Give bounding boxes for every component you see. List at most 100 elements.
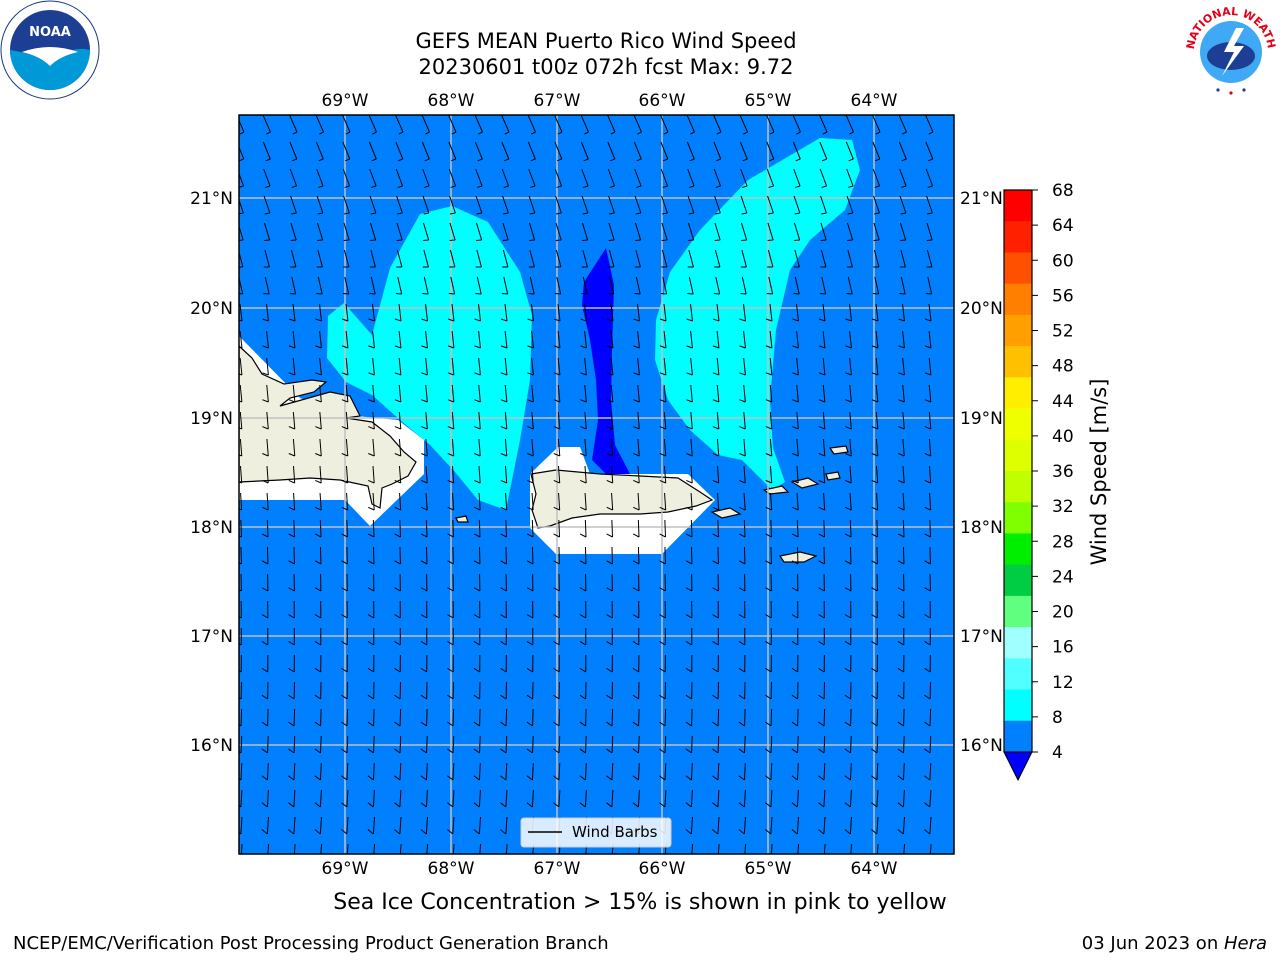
- wind-barb: [288, 681, 295, 700]
- wind-barb: [791, 519, 799, 538]
- wind-barb: [792, 303, 799, 322]
- colorbar-bin: [1004, 658, 1032, 691]
- wind-barb: [473, 654, 481, 673]
- wind-barb: [475, 168, 483, 188]
- wind-barb: [394, 303, 402, 322]
- wind-barb: [553, 303, 561, 322]
- wind-barb: [791, 816, 800, 835]
- wind-barb: [738, 789, 746, 808]
- wind-barb: [448, 115, 457, 135]
- wind-barb: [554, 141, 563, 162]
- wind-barb: [553, 627, 560, 646]
- wind-barb: [502, 249, 509, 268]
- wind-barb: [924, 762, 932, 781]
- wind-barb: [744, 843, 747, 854]
- wind-barb: [554, 115, 563, 135]
- wind-barb: [579, 708, 587, 727]
- wind-barb: [660, 276, 668, 295]
- land-vieques: [710, 507, 742, 519]
- wind-barb: [474, 492, 481, 511]
- wind-barb: [871, 789, 879, 808]
- wind-barb: [765, 330, 773, 349]
- wind-barb: [659, 708, 667, 727]
- wind-barb: [818, 330, 826, 349]
- wind-barb: [421, 411, 428, 430]
- wind-barb: [685, 519, 693, 538]
- wind-barb: [818, 384, 826, 403]
- noaa-logo-text: NOAA: [29, 25, 71, 40]
- wind-barb: [712, 438, 720, 457]
- wind-barb: [579, 600, 587, 619]
- wind-barb: [765, 357, 773, 376]
- wind-barb: [475, 195, 483, 215]
- wind-barb: [632, 681, 640, 700]
- wind-barb: [341, 654, 348, 673]
- wind-barb: [739, 411, 746, 430]
- wind-barb: [342, 168, 351, 188]
- wind-barb: [367, 546, 375, 565]
- wind-barb: [367, 681, 375, 700]
- wind-barb: [341, 384, 349, 403]
- wind-barb: [579, 789, 587, 808]
- wind-barb: [686, 357, 693, 376]
- wind-barb: [659, 546, 666, 565]
- wind-barb: [527, 141, 536, 162]
- wind-barb: [926, 222, 933, 241]
- colorbar-bin: [1004, 564, 1032, 597]
- wind-barb: [500, 303, 508, 322]
- wind-barb: [660, 168, 669, 188]
- wind-barb: [873, 195, 880, 215]
- wind-barb: [261, 600, 269, 619]
- wind-barb: [873, 249, 880, 268]
- wind-barb: [633, 492, 640, 511]
- wind-barb: [685, 546, 693, 565]
- wind-barb: [738, 816, 747, 835]
- wind-barb: [765, 627, 772, 646]
- wind-barb: [579, 546, 587, 565]
- wind-barb: [315, 357, 322, 376]
- wind-barb: [659, 762, 667, 781]
- wind-barb: [845, 303, 852, 322]
- wind-barb: [288, 330, 296, 349]
- wind-barb: [288, 708, 296, 727]
- wind-barb: [580, 141, 589, 162]
- wind-barb: [846, 276, 853, 295]
- wind-barb: [797, 843, 800, 854]
- wind-barb: [343, 222, 350, 241]
- wind-barb: [712, 708, 720, 727]
- wind-barb: [606, 492, 614, 511]
- wind-barb: [554, 276, 562, 295]
- wind-barb: [717, 843, 720, 854]
- wind-barb: [925, 115, 934, 135]
- nws-logo: NATIONAL WEATHER SERVICE: [1178, 0, 1278, 98]
- wind-barb: [526, 573, 534, 592]
- wind-barb: [288, 465, 296, 484]
- wind-barb: [740, 249, 747, 268]
- colorbar-tick-label: 36: [1052, 462, 1074, 482]
- wind-barb: [394, 384, 402, 403]
- wind-barb: [791, 600, 799, 619]
- wind-barb: [926, 195, 933, 215]
- wind-barb: [422, 249, 429, 268]
- wind-barb: [765, 600, 772, 619]
- wind-barb: [500, 519, 508, 538]
- wind-barb: [712, 357, 720, 376]
- wind-barb: [394, 357, 402, 376]
- wind-barb: [791, 573, 799, 592]
- wind-barb: [793, 222, 801, 241]
- wind-barb: [606, 411, 614, 430]
- wind-barb: [420, 627, 428, 646]
- wind-barb: [845, 465, 852, 484]
- wind-barb: [261, 735, 269, 754]
- wind-barb: [845, 411, 852, 430]
- wind-barb: [712, 816, 720, 835]
- colorbar-bin: [1004, 439, 1032, 472]
- wind-barb: [528, 222, 536, 241]
- wind-barb: [924, 411, 932, 430]
- wind-barb: [738, 654, 746, 673]
- wind-barb: [903, 843, 906, 854]
- wind-barb: [632, 546, 640, 565]
- wind-barb: [261, 816, 270, 835]
- wind-barb: [288, 735, 296, 754]
- wind-barb: [898, 141, 907, 162]
